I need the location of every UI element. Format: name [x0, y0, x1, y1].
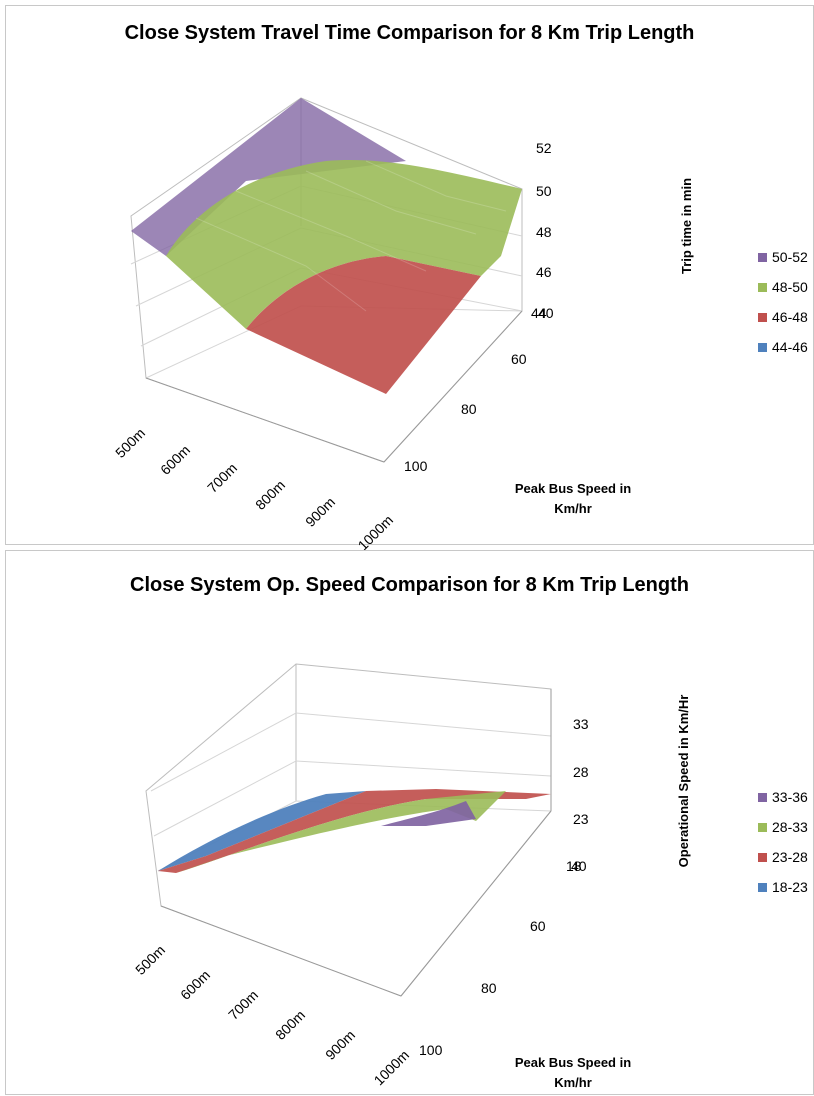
surface-band-33-36 — [381, 801, 476, 826]
y-tick: 100 — [404, 458, 428, 474]
y-tick: 60 — [530, 918, 546, 934]
legend-swatch — [758, 252, 767, 262]
y-tick: 100 — [419, 1042, 443, 1058]
z-tick: 48 — [536, 224, 552, 240]
legend: 50-52 48-50 46-48 44-46 — [758, 242, 808, 362]
legend-item: 18-23 — [758, 872, 808, 902]
chart-panel-op-speed: Close System Op. Speed Comparison for 8 … — [5, 550, 814, 1095]
z-tick: 46 — [536, 264, 552, 280]
x-tick: 1000m — [371, 1047, 413, 1089]
z-tick: 44 — [531, 305, 547, 321]
legend-swatch — [758, 312, 767, 322]
axis-lines — [145, 310, 523, 463]
z-tick: 33 — [573, 716, 589, 732]
x-tick: 700m — [204, 460, 240, 496]
x-tick: 800m — [252, 477, 288, 513]
legend-swatch — [758, 822, 767, 832]
surface-band-18-23 — [158, 791, 366, 871]
plot-frame — [145, 663, 552, 997]
legend-swatch — [758, 882, 767, 892]
legend-item: 23-28 — [758, 842, 808, 872]
y-axis-label-line2: Km/hr — [554, 1075, 592, 1090]
surface-plot-travel-time: 52 50 48 46 44 40 60 80 100 500m 600m 70… — [112, 97, 694, 553]
y-tick: 60 — [511, 351, 527, 367]
y-tick: 80 — [461, 401, 477, 417]
z-axis-label: Operational Speed in Km/Hr — [676, 695, 691, 868]
surface-band-23-28 — [158, 789, 551, 873]
surface-band-48-50 — [166, 160, 522, 329]
y-axis-label-line1: Peak Bus Speed in — [515, 1055, 631, 1070]
legend: 33-36 28-33 23-28 18-23 — [758, 782, 808, 902]
axis-lines — [160, 689, 552, 997]
surface-band-46-48 — [246, 256, 481, 394]
legend-item: 46-48 — [758, 302, 808, 332]
z-axis-label: Trip time in min — [679, 178, 694, 274]
x-tick: 900m — [302, 494, 338, 530]
legend-swatch — [758, 282, 767, 292]
surface-mesh — [195, 160, 507, 312]
legend-item: 28-33 — [758, 812, 808, 842]
x-tick: 600m — [157, 442, 193, 478]
y-tick: 40 — [571, 858, 587, 874]
y-tick: 40 — [538, 305, 554, 321]
z-tick: 52 — [536, 140, 552, 156]
z-tick: 28 — [573, 764, 589, 780]
legend-item: 50-52 — [758, 242, 808, 272]
legend-item: 48-50 — [758, 272, 808, 302]
surface-plot-op-speed: 33 28 23 18 40 60 80 100 500m 600m 700m … — [132, 663, 691, 1090]
x-tick: 900m — [322, 1027, 358, 1063]
chart-panel-travel-time: Close System Travel Time Comparison for … — [5, 5, 814, 553]
legend-item: 44-46 — [758, 332, 808, 362]
y-axis-label-line1: Peak Bus Speed in — [515, 481, 631, 496]
legend-swatch — [758, 792, 767, 802]
chart-title: Close System Travel Time Comparison for … — [124, 22, 695, 44]
x-tick: 600m — [177, 967, 213, 1003]
chart-title: Close System Op. Speed Comparison for 8 … — [130, 574, 689, 596]
x-tick: 800m — [272, 1007, 308, 1043]
y-axis-label-line2: Km/hr — [554, 501, 592, 516]
legend-swatch — [758, 342, 767, 352]
x-tick: 500m — [112, 425, 148, 461]
x-tick: 500m — [132, 942, 168, 978]
legend-swatch — [758, 852, 767, 862]
y-tick: 80 — [481, 980, 497, 996]
legend-item: 33-36 — [758, 782, 808, 812]
z-tick: 23 — [573, 811, 589, 827]
z-tick: 18 — [566, 858, 582, 874]
z-tick: 50 — [536, 183, 552, 199]
surface-band-28-33 — [176, 791, 506, 873]
x-tick: 1000m — [355, 512, 397, 554]
x-tick: 700m — [225, 987, 261, 1023]
